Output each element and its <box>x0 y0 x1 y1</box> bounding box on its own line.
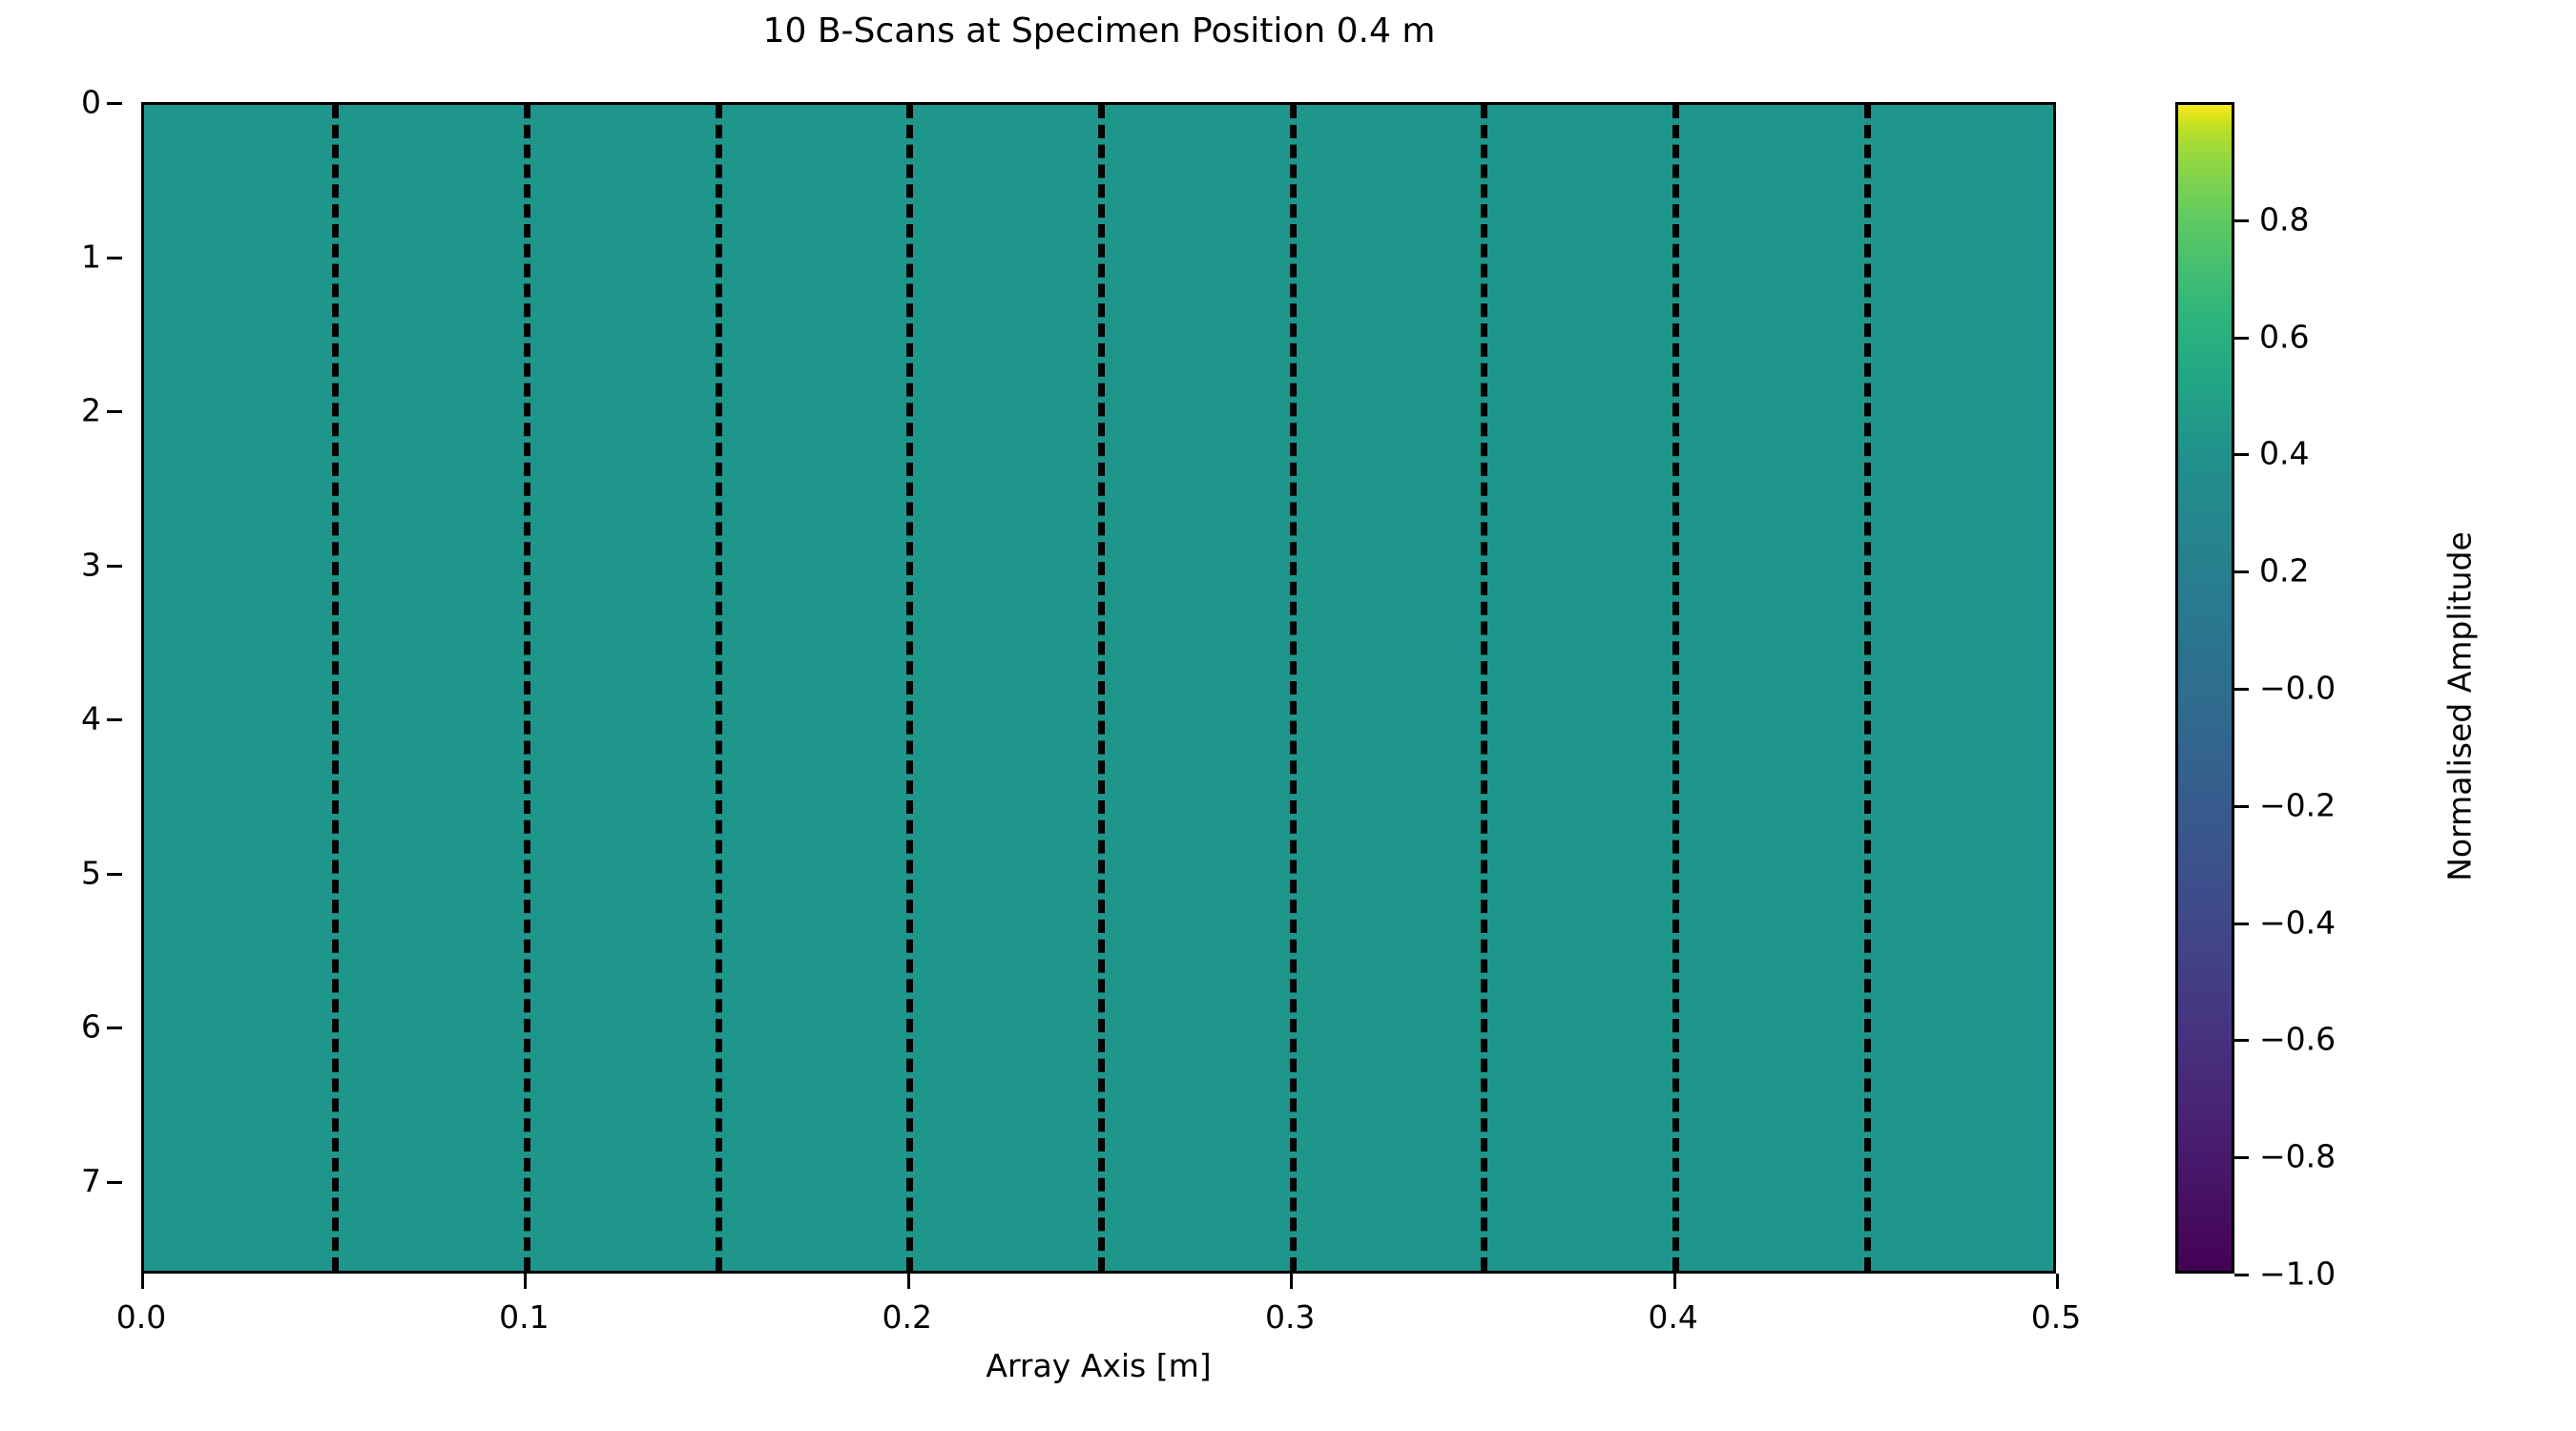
y-tick-mark <box>107 1027 122 1030</box>
y-tick-label: 4 <box>81 699 101 737</box>
y-axis-tick-labels: 0 1 2 3 4 5 6 7 <box>0 84 122 1274</box>
x-tick-mark <box>2056 1274 2059 1289</box>
colorbar-gradient <box>2175 102 2234 1274</box>
colorbar-tick-label: 0.4 <box>2259 434 2310 472</box>
colorbar-tick-mark <box>2234 570 2249 574</box>
x-tick-label: 0.3 <box>1264 1298 1316 1336</box>
x-axis-tick-labels: 0.0 0.1 0.2 0.3 0.4 0.5 <box>116 1274 2081 1340</box>
colorbar-tick-label: −0.0 <box>2259 669 2337 707</box>
colorbar-tick-mark <box>2234 1274 2249 1276</box>
bscan-separator-line <box>906 105 914 1271</box>
bscan-separator-line <box>1672 105 1680 1271</box>
bscan-separator-line <box>1289 105 1297 1271</box>
colorbar-tick-label: 0.8 <box>2259 200 2310 238</box>
bscan-separator-line <box>332 105 340 1271</box>
x-tick-label: 0.1 <box>499 1298 550 1336</box>
y-tick-mark <box>107 410 122 414</box>
colorbar-tick-mark <box>2234 922 2249 925</box>
x-axis-label: Array Axis [m] <box>986 1347 1212 1384</box>
y-tick-mark <box>107 718 122 722</box>
colorbar-tick-mark <box>2234 218 2249 222</box>
bscan-heatmap-axes[interactable] <box>141 102 2056 1274</box>
colorbar-tick-label: −1.0 <box>2259 1255 2337 1293</box>
y-tick-mark <box>107 1181 122 1185</box>
y-tick-label: 3 <box>81 546 101 584</box>
colorbar-tick-label: −0.6 <box>2259 1020 2337 1058</box>
colorbar-tick-label: −0.4 <box>2259 903 2337 942</box>
x-tick-mark <box>1290 1274 1294 1289</box>
x-tick-label: 0.0 <box>115 1298 167 1336</box>
colorbar-label: Normalised Amplitude <box>2441 531 2479 881</box>
y-tick-label: 5 <box>81 854 101 892</box>
bscan-separator-line <box>523 105 530 1271</box>
colorbar-tick-mark <box>2234 1039 2249 1043</box>
colorbar-tick-mark <box>2234 1156 2249 1160</box>
chart-title: 10 B-Scans at Specimen Position 0.4 m <box>762 11 1436 51</box>
colorbar-tick-label: 0.6 <box>2259 318 2310 356</box>
colorbar-tick-label: 0.2 <box>2259 551 2310 590</box>
y-tick-mark <box>107 872 122 876</box>
bscan-separator-line <box>1481 105 1488 1271</box>
y-tick-label: 1 <box>81 238 101 276</box>
x-tick-label: 0.2 <box>882 1298 933 1336</box>
colorbar[interactable]: 0.8 0.6 0.4 0.2 −0.0 −0.2 −0.4 −0.6 −0.8 −1.0 <box>2175 102 2336 1293</box>
y-tick-label: 6 <box>81 1007 101 1046</box>
colorbar-tick-mark <box>2234 804 2249 808</box>
y-tick-mark <box>107 256 122 259</box>
x-tick-mark <box>524 1274 528 1289</box>
x-tick-mark <box>141 1274 144 1289</box>
bscan-separator-line <box>715 105 722 1271</box>
y-tick-mark <box>107 564 122 568</box>
x-tick-mark <box>1672 1274 1676 1289</box>
x-tick-label: 0.5 <box>2030 1298 2082 1336</box>
colorbar-tick-label: −0.8 <box>2259 1137 2337 1175</box>
x-tick-mark <box>906 1274 910 1289</box>
colorbar-tick-label: −0.2 <box>2259 786 2337 824</box>
bscan-separator-line <box>1863 105 1871 1271</box>
colorbar-tick-mark <box>2234 336 2249 340</box>
colorbar-tick-mark <box>2234 453 2249 457</box>
y-tick-label: 7 <box>81 1162 101 1200</box>
bscan-separator-line <box>1098 105 1105 1271</box>
colorbar-tick-mark <box>2234 688 2249 691</box>
x-tick-label: 0.4 <box>1648 1298 1698 1336</box>
y-tick-label: 0 <box>81 83 101 121</box>
y-tick-mark <box>107 102 122 105</box>
y-tick-label: 2 <box>81 391 101 429</box>
